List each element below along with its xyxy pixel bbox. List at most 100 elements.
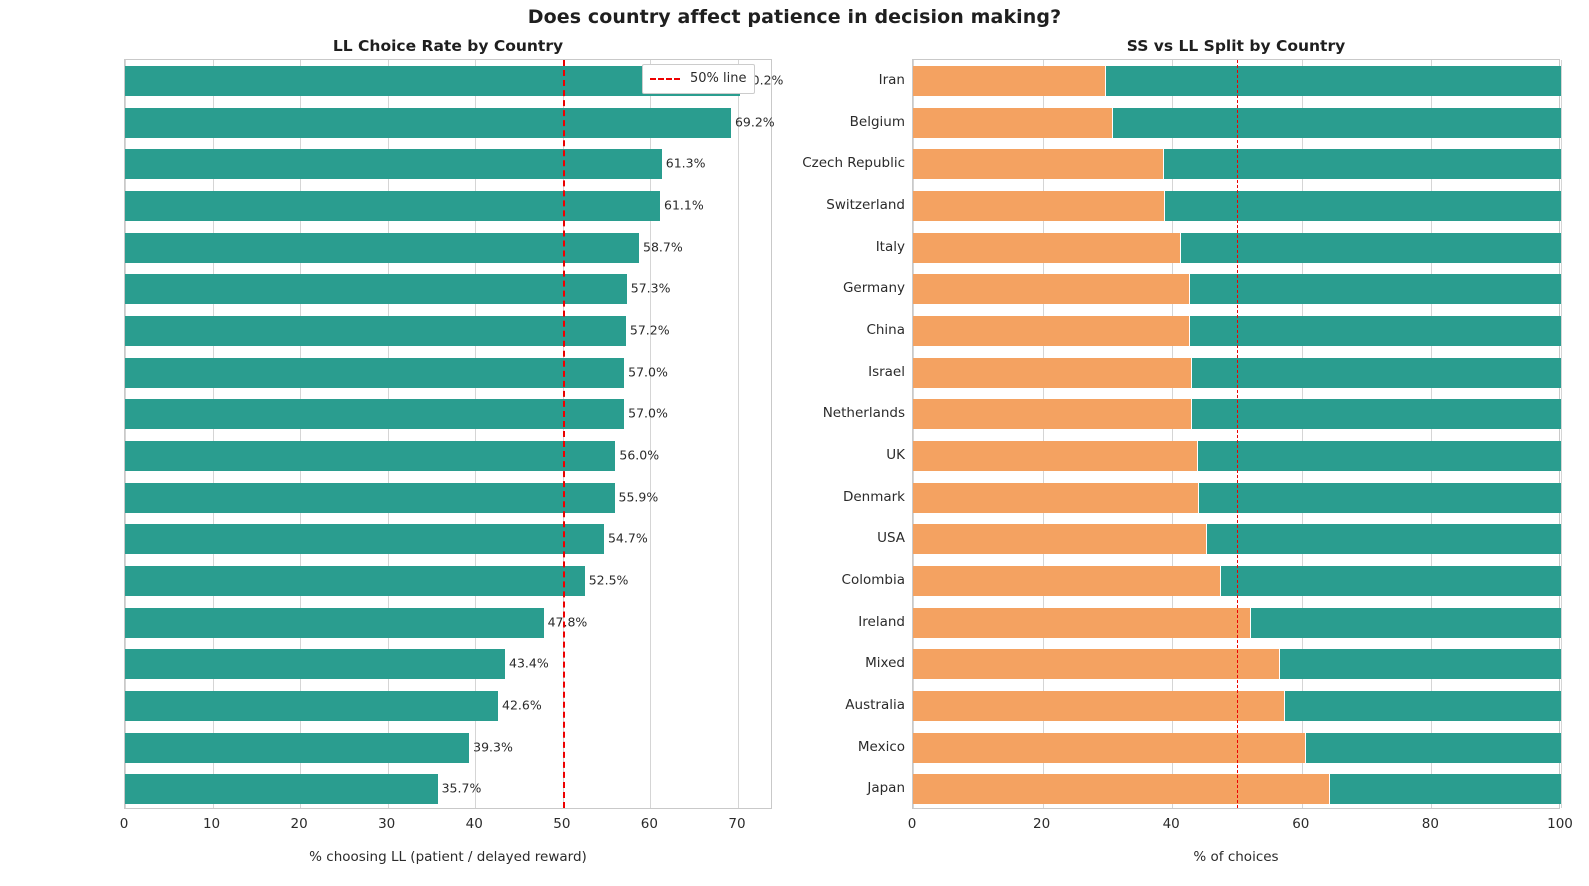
bar-row[interactable] [913, 232, 1561, 263]
x-tick-label: 20 [1033, 816, 1051, 832]
bar-row[interactable] [913, 607, 1561, 638]
bar-value-label: 35.7% [441, 780, 482, 796]
ll-bar[interactable] [125, 232, 640, 263]
ll-bar[interactable] [125, 274, 627, 305]
bar-row[interactable] [125, 482, 771, 513]
ll-bar-segment[interactable] [1112, 107, 1561, 138]
ll-bar-segment[interactable] [1191, 357, 1561, 388]
ll-bar-segment[interactable] [1198, 482, 1561, 513]
bar-row[interactable] [125, 690, 771, 721]
bar-row[interactable] [913, 690, 1561, 721]
ll-bar-segment[interactable] [1251, 607, 1561, 638]
bar-row[interactable] [125, 774, 771, 805]
bar-row[interactable] [125, 190, 771, 221]
ll-bar-segment[interactable] [1220, 565, 1561, 596]
ll-bar[interactable] [125, 65, 740, 96]
bar-row[interactable] [125, 274, 771, 305]
ll-bar[interactable] [125, 524, 604, 555]
ll-bar-segment[interactable] [1106, 65, 1561, 96]
bar-row[interactable] [913, 649, 1561, 680]
bar-row[interactable] [913, 65, 1561, 96]
gridline [913, 60, 914, 808]
ss-bar-segment[interactable] [913, 190, 1166, 221]
bar-row[interactable] [125, 65, 771, 96]
ll-bar-segment[interactable] [1306, 732, 1561, 763]
bar-row[interactable] [125, 524, 771, 555]
ll-bar-segment[interactable] [1180, 232, 1561, 263]
ll-bar-segment[interactable] [1189, 274, 1561, 305]
ss-bar-segment[interactable] [913, 690, 1285, 721]
bar-row[interactable] [125, 149, 771, 180]
bar-row[interactable] [125, 399, 771, 430]
ss-bar-segment[interactable] [913, 482, 1199, 513]
ll-bar-segment[interactable] [1329, 774, 1561, 805]
ll-bar[interactable] [125, 607, 544, 638]
ll-bar[interactable] [125, 482, 615, 513]
bar-row[interactable] [125, 440, 771, 471]
ll-bar-segment[interactable] [1190, 315, 1561, 346]
ss-bar-segment[interactable] [913, 357, 1192, 388]
ll-bar[interactable] [125, 399, 625, 430]
ss-bar-segment[interactable] [913, 774, 1330, 805]
bar-row[interactable] [913, 565, 1561, 596]
ll-bar-segment[interactable] [1163, 149, 1561, 180]
bar-row[interactable] [125, 732, 771, 763]
ll-bar[interactable] [125, 149, 662, 180]
ss-bar-segment[interactable] [913, 315, 1191, 346]
x-tick-label: 40 [1162, 816, 1180, 832]
ss-bar-segment[interactable] [913, 65, 1107, 96]
bar-row[interactable] [913, 315, 1561, 346]
y-tick-label: Italy [875, 238, 905, 255]
ll-bar-segment[interactable] [1279, 649, 1561, 680]
x-tick-label: 100 [1547, 816, 1573, 832]
ll-bar[interactable] [125, 190, 661, 221]
ll-bar[interactable] [125, 732, 470, 763]
ll-bar[interactable] [125, 774, 438, 805]
ss-bar-segment[interactable] [913, 607, 1252, 638]
bar-row[interactable] [125, 107, 771, 138]
ss-bar-segment[interactable] [913, 274, 1190, 305]
ll-bar-segment[interactable] [1198, 440, 1561, 471]
ll-bar-segment[interactable] [1191, 399, 1561, 430]
bar-row[interactable] [913, 732, 1561, 763]
bar-row[interactable] [125, 232, 771, 263]
ll-bar-segment[interactable] [1165, 190, 1561, 221]
bar-row[interactable] [913, 357, 1561, 388]
ss-bar-segment[interactable] [913, 732, 1307, 763]
bar-row[interactable] [913, 482, 1561, 513]
ll-bar-segment[interactable] [1206, 524, 1561, 555]
bar-row[interactable] [125, 649, 771, 680]
y-tick-label: Netherlands [822, 405, 905, 422]
ll-bar-segment[interactable] [1284, 690, 1561, 721]
bar-row[interactable] [125, 607, 771, 638]
bar-row[interactable] [913, 274, 1561, 305]
legend-label-ref-line: 50% line [690, 71, 747, 86]
ss-bar-segment[interactable] [913, 524, 1207, 555]
ll-bar[interactable] [125, 690, 499, 721]
ll-bar[interactable] [125, 649, 506, 680]
bar-row[interactable] [125, 565, 771, 596]
ss-bar-segment[interactable] [913, 440, 1199, 471]
bar-row[interactable] [913, 774, 1561, 805]
fifty-percent-reference-line [1237, 60, 1238, 808]
gridline [737, 60, 739, 808]
ss-bar-segment[interactable] [913, 232, 1181, 263]
bar-row[interactable] [913, 107, 1561, 138]
bar-row[interactable] [913, 190, 1561, 221]
ll-bar[interactable] [125, 440, 616, 471]
bar-row[interactable] [913, 440, 1561, 471]
ll-bar[interactable] [125, 315, 626, 346]
bar-row[interactable] [125, 357, 771, 388]
ll-bar[interactable] [125, 565, 585, 596]
ss-bar-segment[interactable] [913, 649, 1280, 680]
ss-bar-segment[interactable] [913, 149, 1164, 180]
ss-bar-segment[interactable] [913, 565, 1221, 596]
bar-row[interactable] [913, 524, 1561, 555]
bar-row[interactable] [125, 315, 771, 346]
ss-bar-segment[interactable] [913, 107, 1113, 138]
ss-bar-segment[interactable] [913, 399, 1192, 430]
bar-row[interactable] [913, 399, 1561, 430]
bar-row[interactable] [913, 149, 1561, 180]
ll-bar[interactable] [125, 107, 731, 138]
ll-bar[interactable] [125, 357, 625, 388]
